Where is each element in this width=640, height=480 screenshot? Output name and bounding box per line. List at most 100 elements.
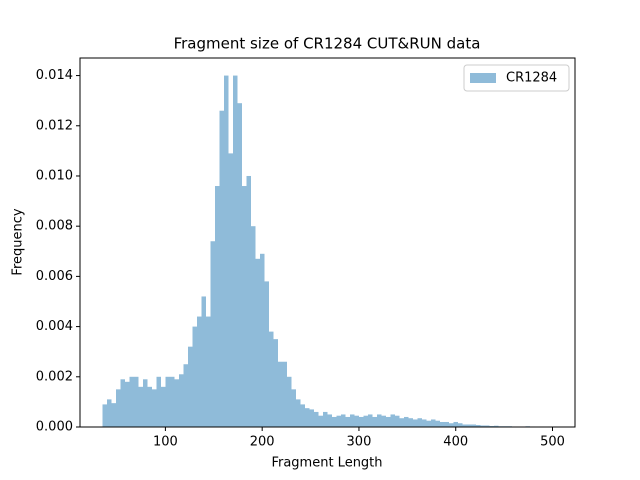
histogram-bar <box>125 381 130 427</box>
y-tick-label: 0.004 <box>36 319 73 334</box>
histogram-bar <box>147 386 152 427</box>
x-tick-label: 500 <box>540 435 565 450</box>
x-tick-label: 200 <box>250 435 275 450</box>
histogram-bar <box>431 419 436 427</box>
histogram-bar <box>251 226 256 427</box>
histogram-bar <box>138 386 143 427</box>
histogram-bar <box>363 415 368 427</box>
x-tick-label: 100 <box>153 435 178 450</box>
y-tick-label: 0.000 <box>36 420 73 435</box>
histogram-bar <box>300 404 305 427</box>
histogram-bar <box>408 418 413 427</box>
histogram-bar <box>260 253 265 427</box>
histogram-bar <box>237 103 242 428</box>
histogram-bar <box>143 379 148 427</box>
histogram-bar <box>246 175 251 427</box>
histogram-bar <box>255 258 260 427</box>
histogram-bar <box>102 404 107 427</box>
histogram-bar <box>197 316 202 427</box>
histogram-bar <box>309 409 314 427</box>
histogram-bar <box>435 420 440 427</box>
histogram-bar <box>233 75 238 428</box>
histogram-bar <box>116 389 121 427</box>
histogram-bar <box>426 420 431 427</box>
histogram-bar <box>390 414 395 427</box>
x-tick-label: 300 <box>347 435 372 450</box>
histogram-bar <box>345 416 350 427</box>
histogram-bar <box>381 415 386 427</box>
y-tick-label: 0.012 <box>36 118 73 133</box>
legend-swatch <box>470 73 496 83</box>
histogram-bar <box>192 326 197 427</box>
histogram-bar <box>161 386 166 427</box>
histogram-bar <box>156 376 161 427</box>
histogram-bar <box>210 241 215 427</box>
y-tick-label: 0.014 <box>36 68 73 83</box>
histogram-bar <box>120 379 125 427</box>
plot-area <box>102 75 553 428</box>
histogram-bar <box>264 281 269 427</box>
histogram-bar <box>471 424 476 427</box>
histogram-bar <box>489 425 494 427</box>
histogram-bar <box>453 421 458 427</box>
histogram-bar <box>174 379 179 427</box>
histogram-bar <box>368 414 373 427</box>
histogram-bar <box>332 416 337 427</box>
x-tick-label: 400 <box>443 435 468 450</box>
histogram-bar <box>107 399 112 427</box>
histogram-bar <box>318 415 323 427</box>
histogram-bar <box>444 421 449 427</box>
histogram-bar <box>485 425 490 427</box>
histogram-bar <box>327 414 332 427</box>
histogram-bar <box>152 389 157 427</box>
histogram-bar <box>449 423 454 427</box>
histogram-bar <box>372 416 377 427</box>
x-axis-label: Fragment Length <box>271 456 382 471</box>
histogram-bar <box>134 376 139 427</box>
histogram-bar <box>359 416 364 427</box>
histogram-bar <box>494 425 499 427</box>
histogram-bar <box>291 389 296 427</box>
histogram-bar <box>129 376 134 427</box>
histogram-bar <box>341 414 346 427</box>
y-tick-label: 0.008 <box>36 219 73 234</box>
histogram-bar <box>111 403 116 427</box>
histogram-bar <box>440 421 445 427</box>
histogram-bar <box>273 339 278 427</box>
histogram-bar <box>224 75 229 428</box>
histogram-bar <box>278 361 283 427</box>
histogram-bar <box>219 110 224 427</box>
histogram-bar <box>170 376 175 427</box>
histogram-bar <box>188 346 193 427</box>
histogram-bar <box>228 153 233 427</box>
histogram-bar <box>206 316 211 427</box>
y-axis-label: Frequency <box>11 208 26 275</box>
histogram-bar <box>201 296 206 427</box>
chart-title: Fragment size of CR1284 CUT&RUN data <box>174 35 481 53</box>
histogram-bar <box>395 415 400 427</box>
histogram-bar <box>417 418 422 427</box>
legend: CR1284 <box>463 64 570 92</box>
histogram-bar <box>458 423 463 427</box>
histogram-bar <box>323 411 328 427</box>
y-tick-label: 0.006 <box>36 269 73 284</box>
histogram-bar <box>467 424 472 427</box>
histogram-bar <box>354 415 359 427</box>
histogram-bar <box>404 416 409 427</box>
histogram-bar <box>480 425 485 427</box>
histogram-bar <box>242 186 247 427</box>
y-tick-label: 0.002 <box>36 369 73 384</box>
histogram-bar <box>269 331 274 427</box>
histogram-bar <box>215 186 220 427</box>
histogram-bar <box>287 376 292 427</box>
histogram-bar <box>386 416 391 427</box>
histogram-bar <box>336 415 341 427</box>
histogram-bar <box>399 418 404 427</box>
histogram-bar <box>462 424 467 427</box>
histogram-bar <box>314 411 319 427</box>
y-tick-label: 0.010 <box>36 168 73 183</box>
legend-box <box>463 64 570 92</box>
histogram-bar <box>282 361 287 427</box>
